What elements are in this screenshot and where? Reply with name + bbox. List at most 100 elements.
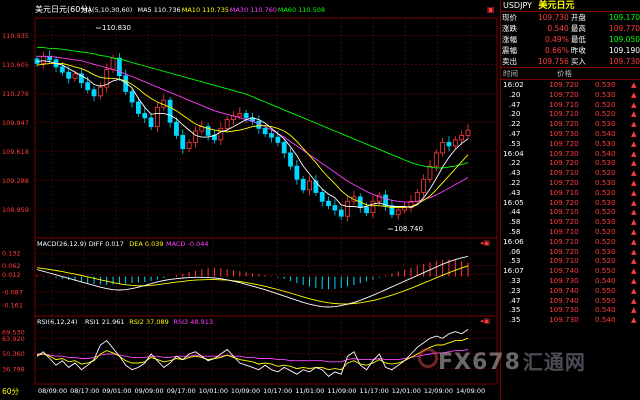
candle[interactable] <box>91 86 97 102</box>
x-tick: 08/09:00 <box>38 387 67 395</box>
candle[interactable] <box>243 109 249 124</box>
tick-row[interactable]: .58 109.720 0.530 ▲ <box>501 217 640 227</box>
chart-area[interactable]: 美元日元(60分) MA(5,10,30,60) MA5 110.736 MA10 … <box>0 0 500 400</box>
candle[interactable] <box>148 114 154 131</box>
tick-vol: 0.530 <box>595 89 616 99</box>
tick-row[interactable]: .53 109.720 0.530 ▲ <box>501 139 640 149</box>
candle[interactable] <box>205 123 211 141</box>
candle[interactable] <box>193 126 198 148</box>
candle[interactable] <box>269 128 274 143</box>
tick-row[interactable]: 16:04 109.730 0.540 ▲ <box>501 149 640 159</box>
candle[interactable] <box>383 190 389 211</box>
tick-row[interactable]: .43 109.710 0.520 ▲ <box>501 188 640 198</box>
up-arrow-icon: ▲ <box>631 275 637 285</box>
candle[interactable] <box>59 62 65 76</box>
x-ticks: 08/09:00 08/17:00 09/01:00 09/09:00 09/17:00… <box>38 387 485 395</box>
tick-row[interactable]: .23 109.740 0.550 ▲ <box>501 286 640 296</box>
candle[interactable] <box>459 130 465 146</box>
candle[interactable] <box>218 122 224 146</box>
tick-row[interactable]: .44 109.710 0.520 ▲ <box>501 207 640 217</box>
tick-row[interactable]: .47 109.740 0.550 ▲ <box>501 296 640 306</box>
candle[interactable] <box>97 82 103 100</box>
tick-row[interactable]: .35 109.730 0.540 ▲ <box>501 305 640 315</box>
candle[interactable] <box>288 148 293 170</box>
candle[interactable] <box>129 87 135 108</box>
tick-row[interactable]: 16:05 109.720 0.530 ▲ <box>501 198 640 208</box>
macd-panel-control-icon[interactable]: ◂▣ <box>480 239 490 247</box>
tick-row[interactable]: .58 109.710 0.520 ▲ <box>501 227 640 237</box>
tick-row[interactable]: .20 109.720 0.530 ▲ <box>501 90 640 100</box>
tick-price: 109.740 <box>549 285 579 295</box>
up-arrow-icon: ▲ <box>631 128 637 138</box>
tick-vol: 0.530 <box>595 158 616 168</box>
candle[interactable] <box>465 123 471 139</box>
tick-vol: 0.530 <box>595 177 616 187</box>
candle[interactable] <box>294 159 300 185</box>
candle[interactable] <box>155 102 160 132</box>
candle[interactable] <box>395 206 401 220</box>
candle[interactable] <box>300 175 306 194</box>
candles[interactable] <box>34 50 471 222</box>
candle[interactable] <box>180 129 186 154</box>
candle[interactable] <box>338 206 344 220</box>
tick-list[interactable]: 16:02 109.720 0.530 ▲ .20 109.720 0.530 ▲ .47 109… <box>501 80 640 325</box>
up-arrow-icon: ▲ <box>631 109 637 119</box>
kline-chart[interactable]: 美元日元(60分) MA(5,10,30,60) MA5 110.736 MA10 … <box>0 0 500 400</box>
tick-row[interactable]: .47 109.730 0.540 ▲ <box>501 129 640 139</box>
tick-price: 109.710 <box>549 187 579 197</box>
tick-row[interactable]: .53 109.710 0.520 ▲ <box>501 256 640 266</box>
quote-l2: 最高 <box>570 24 586 33</box>
candle[interactable] <box>389 199 395 218</box>
candle[interactable] <box>167 96 173 128</box>
candle[interactable] <box>142 107 148 124</box>
tick-row[interactable]: .47 109.710 0.520 ▲ <box>501 100 640 110</box>
candle[interactable] <box>452 136 458 150</box>
candle[interactable] <box>319 188 325 207</box>
quote-l2: 开盘 <box>570 13 586 22</box>
rsi3-line <box>37 349 469 363</box>
candle[interactable] <box>326 196 331 210</box>
tick-time: .22 <box>509 177 521 187</box>
tick-row[interactable]: .22 109.720 0.530 ▲ <box>501 158 640 168</box>
candle[interactable] <box>427 159 433 183</box>
watermark-logo-icon <box>418 348 438 368</box>
tick-vol: 0.530 <box>595 80 616 89</box>
rsi-panel-control-icon[interactable]: ◂▣ <box>480 317 490 325</box>
quote-l1: 现价 <box>502 13 517 22</box>
candle[interactable] <box>224 116 230 132</box>
candle[interactable] <box>440 137 446 157</box>
candle[interactable] <box>313 174 319 196</box>
tick-row[interactable]: 16:07 109.740 0.550 ▲ <box>501 266 640 276</box>
tick-row[interactable]: .43 109.710 0.520 ▲ <box>501 168 640 178</box>
tick-row[interactable]: .06 109.720 0.530 ▲ <box>501 247 640 257</box>
tick-row[interactable]: 16:06 109.710 0.520 ▲ <box>501 237 640 247</box>
up-arrow-icon: ▲ <box>631 295 637 305</box>
tick-row[interactable]: .20 109.710 0.520 ▲ <box>501 109 640 119</box>
candle[interactable] <box>370 195 376 218</box>
tick-row[interactable]: .22 109.720 0.530 ▲ <box>501 178 640 188</box>
tick-row[interactable]: .22 109.720 0.530 ▲ <box>501 119 640 129</box>
x-tick: 11/09:00 <box>327 387 356 395</box>
candle[interactable] <box>78 69 84 88</box>
candle[interactable] <box>281 138 287 159</box>
candle[interactable] <box>446 136 452 152</box>
rsi-y-tick: 69.530 <box>2 329 25 337</box>
candle[interactable] <box>421 174 427 198</box>
candle[interactable] <box>186 138 192 153</box>
candle[interactable] <box>307 176 312 196</box>
tick-vol: 0.520 <box>595 256 616 266</box>
quote-v2: 109.170 <box>608 13 640 22</box>
candle[interactable] <box>136 97 141 117</box>
main-panel-control-icon[interactable]: ▣ <box>487 5 495 14</box>
candle[interactable] <box>332 199 338 216</box>
tick-row[interactable]: .35 109.730 0.540 ▲ <box>501 315 640 325</box>
price-y-tick: 110.605 <box>2 61 29 69</box>
rsi-legend: RSI(6,12,24) RSI1 21.961 RSI2 37.089 RSI3 4… <box>37 318 213 326</box>
tick-row[interactable]: 16:02 109.720 0.530 ▲ <box>501 80 640 90</box>
candle[interactable] <box>174 117 179 139</box>
tick-row[interactable]: .33 109.730 0.540 ▲ <box>501 276 640 286</box>
candle[interactable] <box>345 196 350 222</box>
candle[interactable] <box>116 53 122 81</box>
period-label[interactable]: 60分 <box>2 387 20 396</box>
tick-price: 109.730 <box>549 275 579 285</box>
